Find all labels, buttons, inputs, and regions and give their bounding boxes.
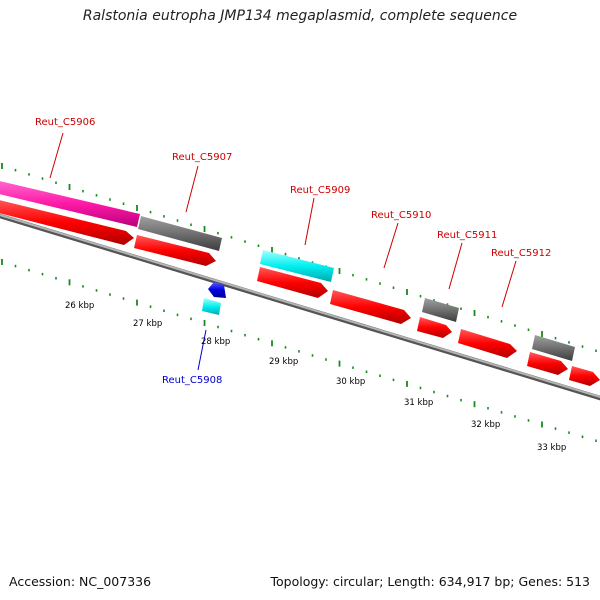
label-leader — [197, 329, 207, 371]
gene-labels: Reut_C5906 Reut_C5907 Reut_C5908 Reut_C5… — [35, 117, 551, 386]
kbp-label: 29 kbp — [269, 357, 298, 367]
gene-feature[interactable] — [260, 250, 334, 282]
sequence-summary: Topology: circular; Length: 634,917 bp; … — [270, 574, 591, 589]
kbp-label: 27 kbp — [133, 319, 162, 329]
gene-label: Reut_C5910 — [371, 210, 431, 221]
gene-feature[interactable] — [532, 335, 575, 361]
label-leader — [448, 242, 463, 290]
gene-label: Reut_C5912 — [491, 248, 551, 259]
gene-label: Reut_C5909 — [290, 185, 350, 196]
backbone — [0, 213, 600, 401]
gene-arrow[interactable] — [134, 235, 216, 266]
kbp-scale: 26 kbp 27 kbp 28 kbp 29 kbp 30 kbp 31 kb… — [65, 301, 566, 453]
label-leader — [383, 222, 399, 269]
gene-features — [0, 180, 600, 386]
outer-tick-row — [1, 163, 597, 352]
accession-text: Accession: NC_007336 — [9, 574, 152, 589]
gene-feature[interactable] — [138, 216, 222, 251]
kbp-label: 33 kbp — [537, 443, 566, 453]
gene-label: Reut_C5911 — [437, 230, 497, 241]
kbp-label: 32 kbp — [471, 420, 500, 430]
kbp-label: 28 kbp — [201, 337, 230, 347]
gene-arrow[interactable] — [257, 267, 328, 298]
gene-feature[interactable] — [202, 298, 221, 315]
gene-arrow[interactable] — [417, 317, 452, 338]
gene-label: Reut_C5907 — [172, 152, 232, 163]
label-leader — [185, 165, 199, 213]
label-leader — [304, 197, 315, 246]
kbp-label: 26 kbp — [65, 301, 94, 311]
inner-tick-row — [1, 259, 597, 442]
gene-feature[interactable] — [422, 298, 459, 322]
gene-arrow[interactable] — [330, 290, 411, 324]
gene-label: Reut_C5906 — [35, 117, 95, 128]
gene-label: Reut_C5908 — [162, 375, 222, 386]
label-leader — [49, 132, 64, 179]
kbp-label: 31 kbp — [404, 398, 433, 408]
kbp-label: 30 kbp — [336, 377, 365, 387]
gene-arrow[interactable] — [527, 352, 568, 375]
gene-arrow[interactable] — [569, 366, 600, 386]
gene-feature[interactable] — [0, 180, 140, 227]
map-title: Ralstonia eutropha JMP134 megaplasmid, c… — [82, 8, 518, 24]
gene-arrow[interactable] — [458, 329, 517, 358]
label-leader — [501, 260, 517, 308]
gene-arrow[interactable] — [0, 199, 134, 245]
gene-arrow-reverse[interactable] — [208, 282, 226, 298]
